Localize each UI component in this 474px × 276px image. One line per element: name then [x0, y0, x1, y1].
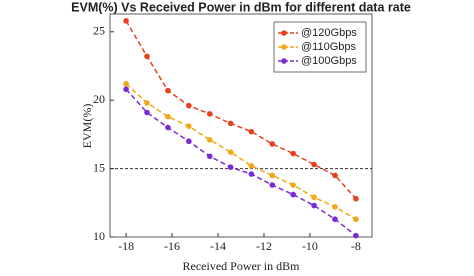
data-point: [290, 182, 296, 188]
data-point: [144, 109, 150, 116]
data-point: [186, 138, 192, 145]
x-tick-label: -10: [302, 239, 318, 253]
data-point: [248, 128, 255, 135]
data-point: [269, 141, 276, 147]
chart-title: EVM(%) Vs Received Power in dBm for diff…: [71, 0, 411, 14]
data-point: [123, 80, 129, 87]
data-point: [227, 149, 234, 155]
data-point: [311, 194, 317, 201]
data-point: [123, 18, 129, 24]
data-point: [206, 111, 213, 117]
legend-label: @110Gbps: [301, 41, 356, 53]
data-point: [227, 164, 234, 171]
series-line: [125, 88, 357, 237]
data-point: [165, 124, 171, 131]
data-point: [186, 123, 192, 129]
plot-frame: [109, 13, 373, 238]
data-point: [332, 172, 338, 179]
data-point: [353, 195, 359, 202]
data-point: [269, 172, 276, 179]
data-point: [290, 191, 296, 198]
x-tick-label: -12: [256, 239, 272, 253]
legend-marker: [281, 44, 287, 50]
y-tick-label: 25: [93, 24, 105, 38]
data-point: [311, 202, 317, 209]
data-point: [227, 120, 234, 127]
series-line: [125, 83, 357, 220]
data-point: [311, 161, 317, 168]
x-tick-label: -16: [164, 239, 180, 253]
data-point: [248, 163, 255, 169]
legend-box: [273, 21, 367, 73]
data-point: [332, 216, 338, 223]
x-tick-label: -18: [118, 239, 134, 253]
data-point: [165, 87, 171, 94]
y-tick-label: 15: [93, 160, 105, 174]
legend-marker: [281, 30, 287, 36]
series-line: [125, 20, 357, 200]
data-point: [248, 171, 255, 177]
data-point: [353, 232, 359, 239]
legend-marker: [281, 58, 287, 64]
data-point: [144, 53, 150, 60]
data-point: [165, 113, 171, 120]
data-point: [206, 137, 213, 143]
data-point: [206, 153, 213, 160]
data-point: [353, 216, 359, 223]
x-tick-label: -14: [210, 239, 226, 253]
y-axis-label: EVM(%): [80, 104, 94, 149]
legend-label: @100Gbps: [301, 55, 357, 67]
x-tick-label: -8: [351, 239, 361, 253]
data-point: [290, 150, 296, 157]
y-tick-label: 20: [93, 92, 105, 106]
data-point: [269, 182, 276, 188]
legend-label: @120Gbps: [301, 27, 357, 39]
y-tick-label: 10: [93, 229, 105, 243]
data-point: [332, 204, 338, 210]
data-point: [186, 102, 192, 109]
data-point: [123, 86, 129, 93]
x-axis-label: Received Power in dBm: [183, 259, 301, 273]
data-point: [144, 100, 150, 106]
